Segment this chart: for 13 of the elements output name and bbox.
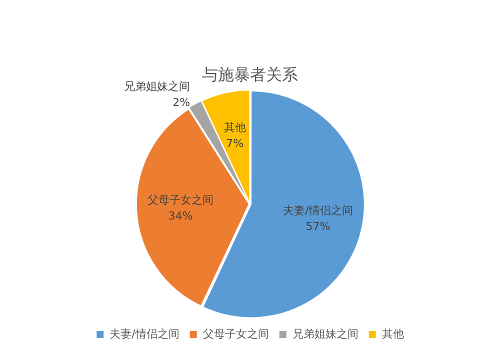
slice-label: 夫妻/情侣之间 [283,204,353,218]
data-label: 34% [168,209,193,222]
slice-label: 父母子女之间 [147,193,214,206]
legend-label: 其他 [382,327,404,340]
chart-title: 与施暴者关系 [202,64,298,84]
data-label: 2% [172,96,190,109]
slice-label: 兄弟姐妹之间 [124,80,190,93]
legend-label: 兄弟姐妹之间 [292,327,358,340]
legend-label: 父母子女之间 [202,327,269,340]
slice-label: 其他 [224,120,246,134]
legend-label: 夫妻/情侣之间 [110,327,180,340]
data-label: 57% [306,220,330,234]
data-label: 7% [226,136,244,150]
